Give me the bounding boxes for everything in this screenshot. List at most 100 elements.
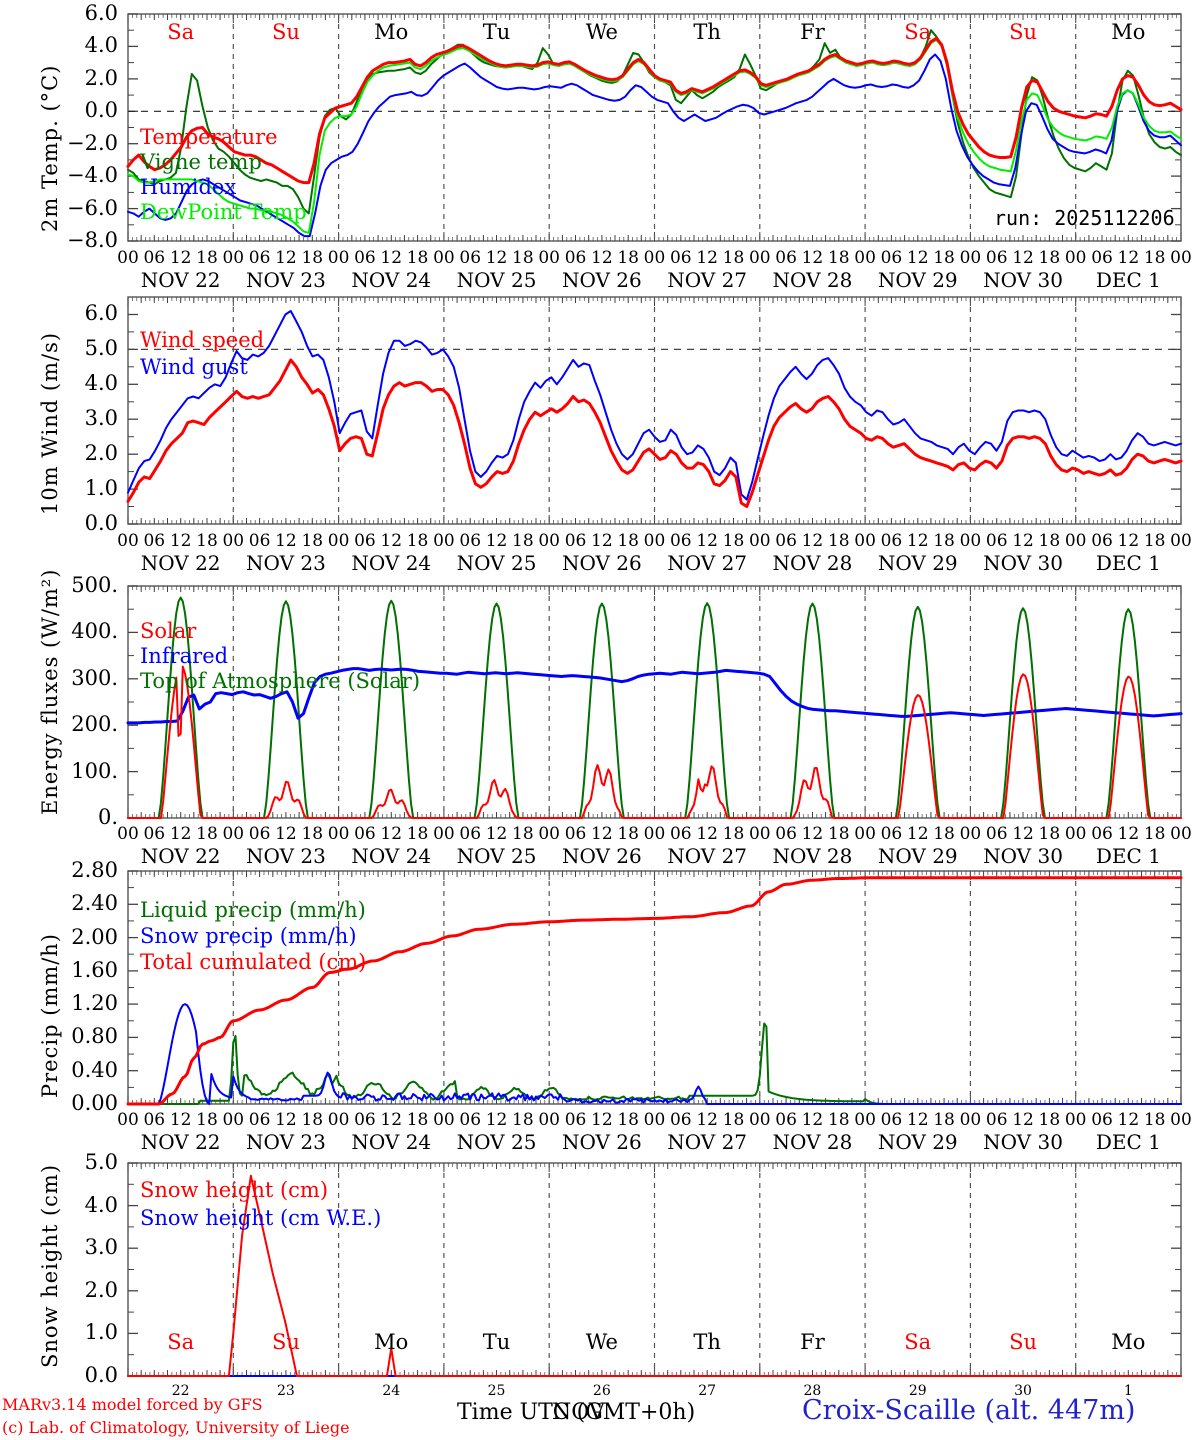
hour-tick-label: 00 <box>327 824 350 844</box>
run-label: run: 2025112206 <box>994 206 1175 230</box>
hour-tick-label: 12 <box>696 531 718 551</box>
hour-tick-label: 12 <box>275 531 297 551</box>
hour-tick-label: 00 <box>222 824 245 844</box>
legend-precip-2: Snow precip (mm/h) <box>140 924 357 948</box>
hour-tick-label: 18 <box>617 531 639 551</box>
day-label: NOV 23 <box>246 551 326 575</box>
day-label: NOV 30 <box>983 551 1063 575</box>
hour-tick-label: 18 <box>933 531 955 551</box>
hour-tick-label: 06 <box>669 824 692 844</box>
hour-tick-label: 18 <box>1038 531 1061 551</box>
hour-tick-label: 12 <box>1012 824 1034 844</box>
hour-tick-label: 18 <box>406 248 429 268</box>
hour-tick-label: 00 <box>854 531 876 551</box>
legend-precip-1: Liquid precip (mm/h) <box>140 898 366 922</box>
hour-tick-label: 12 <box>801 531 824 551</box>
y-tick-temperature: −2.0 <box>67 130 118 155</box>
day-label: NOV 24 <box>351 268 432 292</box>
y-tick-temperature: −6.0 <box>67 195 118 220</box>
hour-tick-label: 06 <box>1091 824 1113 844</box>
hour-tick-label: 06 <box>248 531 271 551</box>
hour-tick-label: 18 <box>512 248 534 268</box>
hour-tick-label: 06 <box>985 248 1008 268</box>
legend-snow-2: Snow height (cm W.E.) <box>140 1206 382 1230</box>
model-credit-line-2: (c) Lab. of Climatology, University of L… <box>2 1418 350 1437</box>
day-label: NOV 27 <box>667 844 748 868</box>
hour-tick-label: 00 <box>748 531 771 551</box>
hour-tick-label: 00 <box>748 824 771 844</box>
hour-tick-label: 12 <box>591 531 613 551</box>
y-tick-temperature: −8.0 <box>67 228 118 252</box>
hour-tick-label: 18 <box>196 824 218 844</box>
day-label: NOV 22 <box>140 551 221 575</box>
hour-tick-label: 06 <box>248 824 271 844</box>
hour-tick-label: 18 <box>301 248 324 268</box>
hour-tick-label: 06 <box>564 531 587 551</box>
day-label: NOV 26 <box>561 844 642 868</box>
hour-tick-label: 00 <box>117 1110 139 1130</box>
y-tick-wind: 2.0 <box>84 441 118 466</box>
y-tick-energy_fluxes: 300. <box>71 665 118 690</box>
hour-tick-label: 00 <box>643 248 666 268</box>
day-label: NOV 29 <box>877 268 958 292</box>
hour-tick-label: 06 <box>669 531 692 551</box>
hour-tick-label: 00 <box>433 248 455 268</box>
hour-tick-label: 18 <box>933 248 955 268</box>
hour-tick-label: 12 <box>485 531 508 551</box>
hour-tick-label: 00 <box>1170 531 1192 551</box>
hour-tick-label: 18 <box>827 531 850 551</box>
hour-tick-label: 12 <box>380 248 403 268</box>
hour-tick-label: 12 <box>591 824 613 844</box>
legend-energy-3: Top of Atmosphere (Solar) <box>140 669 421 693</box>
hour-tick-label: 12 <box>696 248 718 268</box>
y-tick-precip: 2.40 <box>71 891 118 916</box>
hour-tick-label: 00 <box>222 248 245 268</box>
hour-tick-label: 18 <box>196 1110 218 1130</box>
hour-tick-label: 06 <box>143 824 166 844</box>
legend-temperature-1: Temperature <box>140 125 278 149</box>
hour-tick-label: 06 <box>880 248 903 268</box>
hour-tick-label: 06 <box>775 531 797 551</box>
hour-tick-label: 12 <box>169 1110 192 1130</box>
y-tick-precip: 2.80 <box>71 858 118 882</box>
hour-tick-label: 18 <box>196 531 218 551</box>
y-tick-precip: 0.40 <box>71 1057 118 1082</box>
hour-tick-label: 12 <box>696 824 718 844</box>
hour-tick-label: 06 <box>459 824 482 844</box>
hour-tick-label: 12 <box>169 824 192 844</box>
hour-tick-label: 18 <box>196 248 218 268</box>
hour-tick-label: 00 <box>748 248 771 268</box>
hour-tick-label: 12 <box>591 248 613 268</box>
hour-tick-label: 18 <box>301 824 324 844</box>
hour-tick-label: 18 <box>1038 824 1061 844</box>
hour-tick-label: 00 <box>538 824 560 844</box>
y-tick-wind: 4.0 <box>84 371 118 396</box>
hour-tick-label: 00 <box>222 531 245 551</box>
hour-tick-label: 18 <box>512 824 534 844</box>
hour-tick-label: 06 <box>564 824 587 844</box>
hour-tick-label: 00 <box>854 248 876 268</box>
hour-tick-label: 18 <box>1143 248 1166 268</box>
hour-tick-label: 00 <box>117 531 139 551</box>
y-tick-temperature: 6.0 <box>84 1 118 25</box>
hour-tick-label: 06 <box>143 1110 166 1130</box>
hour-tick-label: 12 <box>485 248 508 268</box>
y-tick-energy_fluxes: 500. <box>71 573 118 597</box>
hour-tick-label: 00 <box>327 248 350 268</box>
hour-tick-label: 06 <box>880 531 903 551</box>
hour-tick-label: 12 <box>275 248 297 268</box>
hour-tick-label: 00 <box>643 824 666 844</box>
legend-wind-2: Wind gust <box>140 355 248 379</box>
day-label: NOV 26 <box>561 268 642 292</box>
station-label: Croix-Scaille (alt. 447m) <box>802 1395 1136 1426</box>
hour-tick-label: 12 <box>1117 248 1140 268</box>
legend-temperature-3: Humidex <box>140 175 237 199</box>
hour-tick-label: 18 <box>1038 248 1061 268</box>
day-label: NOV 22 <box>140 844 221 868</box>
hour-tick-label: 00 <box>1170 824 1192 844</box>
hour-tick-label: 06 <box>459 531 482 551</box>
day-label: NOV 25 <box>456 268 537 292</box>
day-label: NOV 28 <box>772 551 853 575</box>
y-tick-precip: 1.20 <box>71 991 118 1016</box>
